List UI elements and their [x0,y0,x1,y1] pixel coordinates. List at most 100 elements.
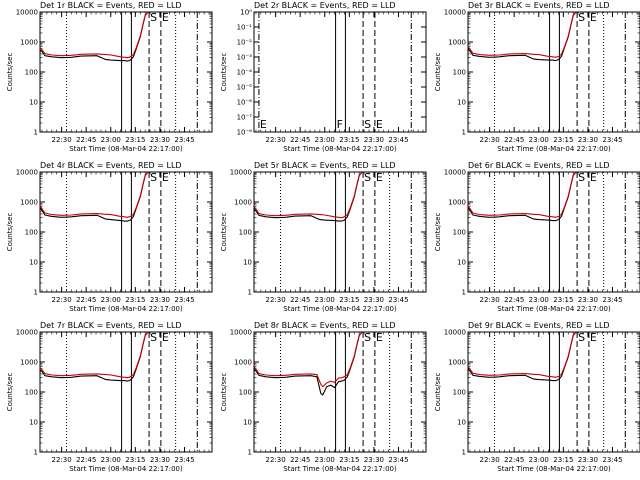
time-marker-label: E [590,331,597,344]
y-tick-label: 10000 [444,9,466,17]
chart-panel: Det 3r BLACK = Events, RED = LLD 1 10 100 10… [434,1,640,153]
time-marker-label: S [150,331,157,344]
chart-title: Det 7r BLACK = Events, RED = LLD [40,321,182,330]
plot-frame [39,171,213,293]
x-tick-label: 23:00 [315,296,335,304]
x-tick-label: 23:45 [602,456,622,464]
y-axis-label: Counts/sec [434,213,442,252]
time-marker-label: E [590,171,597,184]
x-axis-label: Start Time (08-Mar-04 22:17:00) [497,145,611,153]
time-marker-label: S [578,331,585,344]
chart-panel: Det 2r BLACK = Events, RED = LLD 10⁻⁸ 10⁻⁷… [220,1,427,153]
x-tick-label: 22:30 [52,136,72,144]
chart-title: Det 2r BLACK = Events, RED = LLD [254,1,396,10]
x-tick-label: 23:45 [602,136,622,144]
y-tick-label: 10000 [444,169,466,177]
lld-series-line [39,331,149,379]
x-tick-label: 23:30 [364,456,384,464]
x-tick-label: 22:45 [504,456,524,464]
x-axis-label: Start Time (08-Mar-04 22:17:00) [497,305,611,313]
y-tick-label: 100 [453,69,466,77]
chart-panel: Det 4r BLACK = Events, RED = LLD 1 10 100 10… [6,161,213,313]
y-tick-label: 10⁰ [240,9,252,17]
y-tick-label: 10 [29,99,38,107]
chart-title: Det 9r BLACK = Events, RED = LLD [468,321,610,330]
y-tick-label: 10 [457,419,466,427]
chart-panel: Det 7r BLACK = Events, RED = LLD 1 10 100 10… [6,321,213,473]
x-tick-label: 22:30 [52,456,72,464]
y-tick-label: 10 [457,99,466,107]
x-tick-label: 23:00 [529,296,549,304]
y-tick-label: 10⁻² [237,39,253,47]
time-marker-label: E [162,331,169,344]
x-tick-label: 22:45 [504,296,524,304]
y-tick-label: 10000 [230,169,252,177]
y-tick-label: 100 [25,69,38,77]
x-axis-label: Start Time (08-Mar-04 22:17:00) [69,465,183,473]
y-tick-label: 1 [34,129,38,137]
x-tick-label: 23:00 [101,296,121,304]
x-tick-label: 23:30 [150,296,170,304]
y-tick-label: 1 [248,449,252,457]
y-tick-label: 10 [29,259,38,267]
y-axis-label: Counts/sec [220,213,228,252]
y-tick-label: 10000 [444,329,466,337]
x-tick-label: 23:00 [529,456,549,464]
y-tick-label: 100 [25,389,38,397]
x-tick-label: 23:15 [553,456,573,464]
x-tick-label: 23:45 [388,456,408,464]
time-marker-label: E [376,118,383,131]
x-tick-label: 23:30 [578,296,598,304]
plot-frame [253,11,427,133]
y-tick-label: 10⁻⁵ [237,84,253,92]
x-tick-label: 22:45 [76,296,96,304]
time-marker-label: E [162,11,169,24]
y-tick-label: 10000 [16,9,38,17]
x-axis-label: Start Time (08-Mar-04 22:17:00) [69,305,183,313]
plot-frame [467,171,640,293]
x-axis-label: Start Time (08-Mar-04 22:17:00) [497,465,611,473]
y-tick-label: 1000 [20,39,38,47]
y-tick-label: 10⁻¹ [237,24,253,32]
x-axis-label: Start Time (08-Mar-04 22:17:00) [283,465,397,473]
time-marker-label: S [364,171,371,184]
y-tick-label: 1000 [448,39,466,47]
time-marker-label: E [376,171,383,184]
x-tick-label: 23:15 [339,296,359,304]
lld-series-line [253,171,363,219]
x-tick-label: 22:30 [266,456,286,464]
x-tick-label: 22:45 [290,456,310,464]
chart-panel: Det 8r BLACK = Events, RED = LLD 1 10 100 10… [220,321,427,473]
y-tick-label: 10⁻³ [237,54,253,62]
x-tick-label: 22:30 [480,456,500,464]
y-tick-label: 10000 [16,169,38,177]
time-marker-label: F [337,118,343,131]
x-axis-label: Start Time (08-Mar-04 22:17:00) [69,145,183,153]
x-tick-label: 22:45 [504,136,524,144]
plot-frame [467,11,640,133]
plot-frame [39,331,213,453]
x-tick-label: 23:15 [125,456,145,464]
lld-series-line [467,331,577,378]
x-tick-label: 22:45 [290,136,310,144]
x-tick-label: 23:30 [364,296,384,304]
x-tick-label: 23:15 [339,136,359,144]
x-tick-label: 23:30 [364,136,384,144]
chart-panel: Det 5r BLACK = Events, RED = LLD 1 10 100 10… [220,161,427,313]
x-tick-label: 23:45 [174,456,194,464]
x-tick-label: 23:15 [125,296,145,304]
plot-frame [253,171,427,293]
x-tick-label: 23:15 [553,296,573,304]
x-tick-label: 23:45 [388,296,408,304]
chart-title: Det 8r BLACK = Events, RED = LLD [254,321,396,330]
x-tick-label: 23:00 [315,136,335,144]
x-tick-label: 23:45 [174,136,194,144]
time-marker-label: S [364,118,371,131]
y-tick-label: 1 [34,449,38,457]
chart-panel: Det 6r BLACK = Events, RED = LLD 1 10 100 10… [434,161,640,313]
lld-series-line [467,11,577,58]
y-axis-label: Counts/sec [6,373,14,412]
chart-title: Det 3r BLACK = Events, RED = LLD [468,1,610,10]
y-tick-label: 100 [239,229,252,237]
y-tick-label: 10⁻⁸ [237,129,253,137]
